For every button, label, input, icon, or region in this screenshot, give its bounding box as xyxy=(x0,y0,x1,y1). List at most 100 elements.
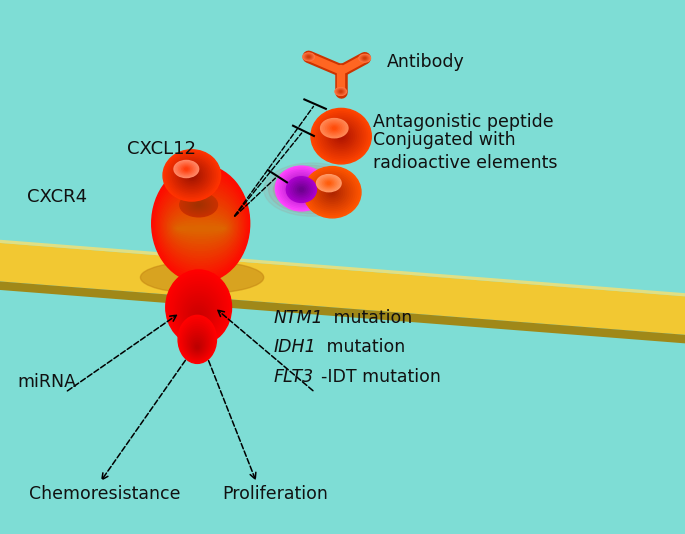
Ellipse shape xyxy=(180,164,192,173)
Ellipse shape xyxy=(159,182,242,268)
Ellipse shape xyxy=(288,178,314,201)
Ellipse shape xyxy=(292,182,311,198)
Ellipse shape xyxy=(264,163,360,216)
Ellipse shape xyxy=(321,119,348,138)
Ellipse shape xyxy=(171,277,227,341)
Ellipse shape xyxy=(307,56,310,58)
Ellipse shape xyxy=(296,184,307,193)
Ellipse shape xyxy=(187,198,210,212)
Ellipse shape xyxy=(330,191,334,194)
Ellipse shape xyxy=(338,90,343,93)
Ellipse shape xyxy=(190,336,204,353)
Ellipse shape xyxy=(304,54,313,60)
Ellipse shape xyxy=(170,156,214,194)
Ellipse shape xyxy=(318,179,347,205)
Ellipse shape xyxy=(184,296,214,330)
Ellipse shape xyxy=(186,197,212,213)
Ellipse shape xyxy=(328,124,354,148)
Ellipse shape xyxy=(362,56,368,60)
Ellipse shape xyxy=(189,303,208,326)
Ellipse shape xyxy=(327,123,341,133)
Ellipse shape xyxy=(299,187,303,190)
Ellipse shape xyxy=(181,166,203,185)
Text: Antagonistic peptide: Antagonistic peptide xyxy=(373,113,554,131)
Ellipse shape xyxy=(325,181,332,185)
Ellipse shape xyxy=(160,185,241,265)
Ellipse shape xyxy=(187,301,210,327)
Ellipse shape xyxy=(281,171,322,206)
Ellipse shape xyxy=(324,180,334,186)
Ellipse shape xyxy=(168,202,234,250)
Text: CXCL12: CXCL12 xyxy=(127,140,196,158)
Ellipse shape xyxy=(322,119,360,154)
Ellipse shape xyxy=(307,187,316,192)
Ellipse shape xyxy=(288,176,336,203)
Ellipse shape xyxy=(306,55,312,59)
Ellipse shape xyxy=(290,179,312,198)
Ellipse shape xyxy=(175,284,222,336)
Ellipse shape xyxy=(336,89,345,95)
Ellipse shape xyxy=(195,202,203,207)
Ellipse shape xyxy=(174,160,199,177)
Ellipse shape xyxy=(169,274,228,342)
Ellipse shape xyxy=(303,53,314,60)
Ellipse shape xyxy=(155,174,246,275)
Ellipse shape xyxy=(185,168,188,170)
Ellipse shape xyxy=(182,194,216,216)
Ellipse shape xyxy=(288,177,314,200)
Ellipse shape xyxy=(292,180,311,197)
Ellipse shape xyxy=(326,122,356,150)
Ellipse shape xyxy=(184,195,214,214)
Ellipse shape xyxy=(275,166,327,211)
Ellipse shape xyxy=(188,172,195,178)
Ellipse shape xyxy=(177,226,224,231)
Ellipse shape xyxy=(314,176,351,209)
Ellipse shape xyxy=(323,179,335,187)
Ellipse shape xyxy=(321,117,362,155)
Ellipse shape xyxy=(151,164,249,282)
Ellipse shape xyxy=(195,313,202,320)
Ellipse shape xyxy=(322,183,342,201)
Ellipse shape xyxy=(286,177,316,202)
Ellipse shape xyxy=(154,170,247,277)
Ellipse shape xyxy=(339,91,342,92)
Ellipse shape xyxy=(174,159,210,191)
Ellipse shape xyxy=(186,329,208,357)
Ellipse shape xyxy=(179,193,217,217)
Ellipse shape xyxy=(166,270,232,345)
Ellipse shape xyxy=(182,166,191,172)
Text: FLT3: FLT3 xyxy=(274,368,314,386)
Ellipse shape xyxy=(190,174,194,177)
Ellipse shape xyxy=(172,158,212,193)
Ellipse shape xyxy=(328,189,336,196)
Ellipse shape xyxy=(182,322,212,360)
Ellipse shape xyxy=(313,110,369,162)
Ellipse shape xyxy=(269,166,355,214)
Ellipse shape xyxy=(177,162,195,175)
Ellipse shape xyxy=(319,115,364,157)
Ellipse shape xyxy=(197,316,200,319)
Ellipse shape xyxy=(322,120,346,137)
Ellipse shape xyxy=(299,188,303,191)
Ellipse shape xyxy=(165,151,219,199)
Ellipse shape xyxy=(177,287,220,335)
Polygon shape xyxy=(0,281,685,343)
Ellipse shape xyxy=(361,56,369,60)
Ellipse shape xyxy=(316,175,341,192)
Ellipse shape xyxy=(364,58,366,59)
Ellipse shape xyxy=(331,125,338,130)
Ellipse shape xyxy=(179,289,219,334)
Ellipse shape xyxy=(338,90,344,93)
Ellipse shape xyxy=(334,129,349,143)
Ellipse shape xyxy=(324,121,345,135)
Ellipse shape xyxy=(193,341,201,351)
Ellipse shape xyxy=(316,178,349,207)
Polygon shape xyxy=(0,240,685,296)
Ellipse shape xyxy=(303,53,314,61)
Ellipse shape xyxy=(292,179,331,200)
Ellipse shape xyxy=(329,126,352,147)
Ellipse shape xyxy=(360,55,370,61)
Ellipse shape xyxy=(181,320,214,361)
Ellipse shape xyxy=(308,170,357,214)
Ellipse shape xyxy=(337,133,345,140)
